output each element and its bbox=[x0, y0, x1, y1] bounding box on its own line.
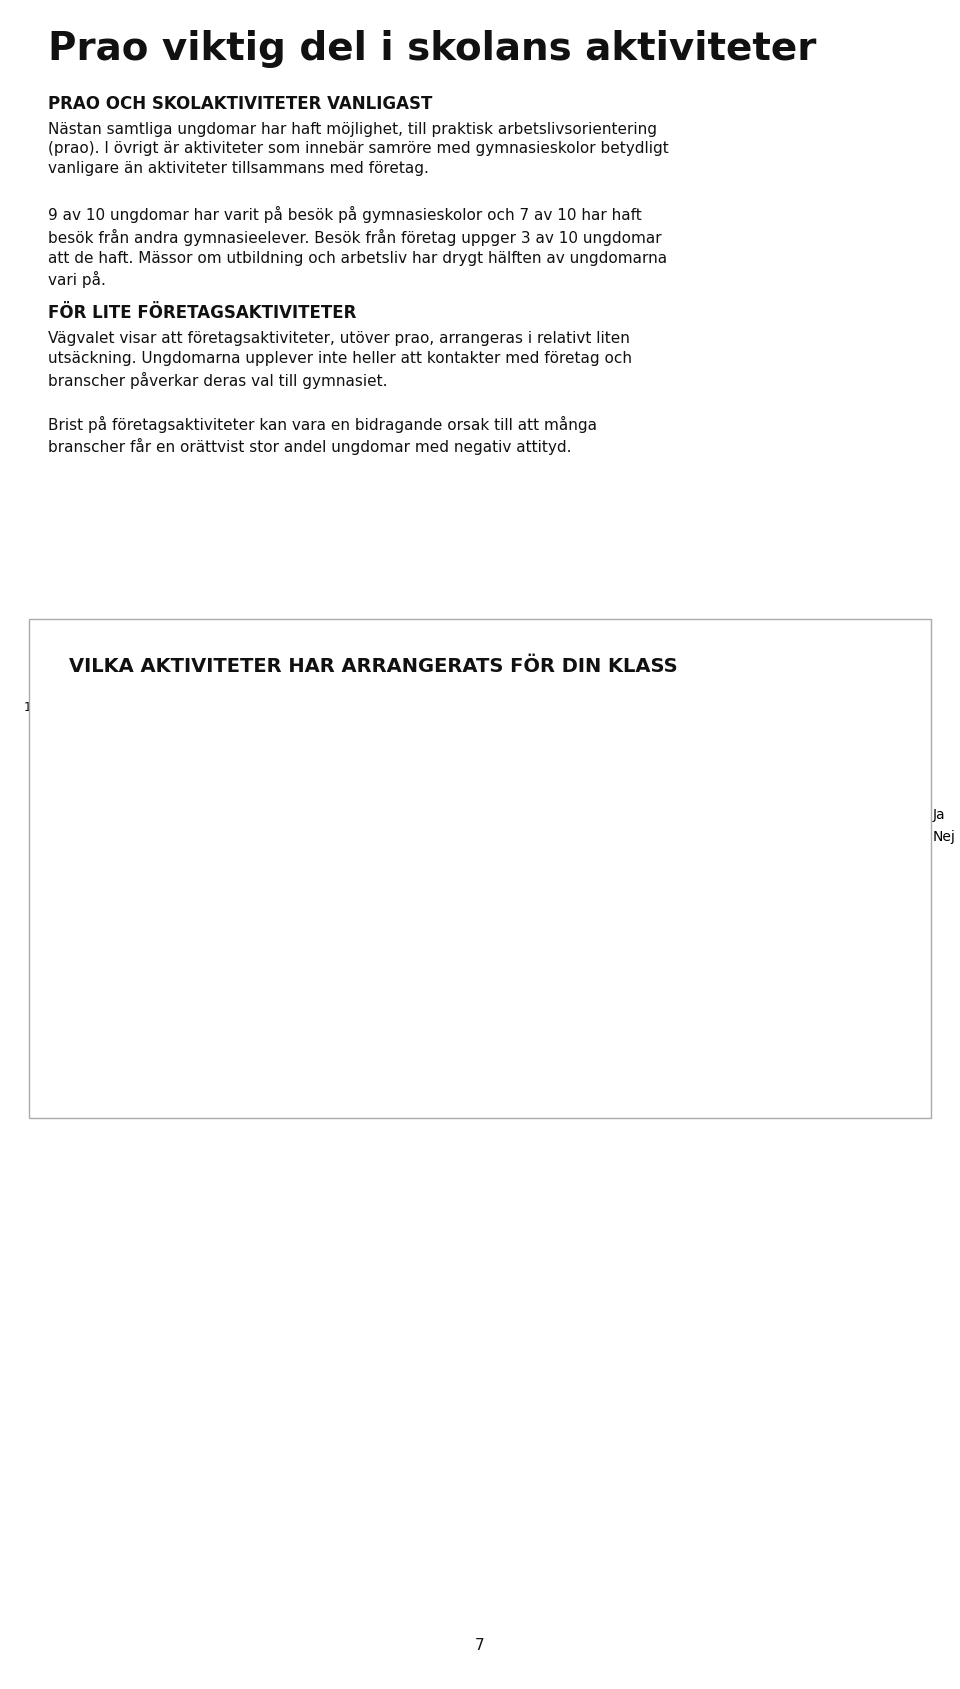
Bar bbox=[347, 809, 390, 1061]
Bar bbox=[220, 738, 264, 1061]
Bar bbox=[264, 1032, 308, 1061]
Bar bbox=[598, 905, 642, 1061]
Bar bbox=[516, 905, 560, 1061]
Bar bbox=[472, 865, 516, 1061]
Text: PRAO OCH SKOLAKTIVITETER VANLIGAST: PRAO OCH SKOLAKTIVITETER VANLIGAST bbox=[48, 95, 432, 113]
Bar bbox=[138, 1047, 182, 1061]
Text: Nästan samtliga ungdomar har haft möjlighet, till praktisk arbetslivsorientering: Nästan samtliga ungdomar har haft möjlig… bbox=[48, 122, 669, 176]
Text: 7: 7 bbox=[475, 1637, 485, 1652]
Bar bbox=[94, 723, 138, 1061]
Bar bbox=[768, 829, 812, 1061]
Text: Brist på företagsaktiviteter kan vara en bidragande orsak till att många
bransch: Brist på företagsaktiviteter kan vara en… bbox=[48, 415, 597, 454]
Bar bbox=[724, 941, 768, 1061]
Legend: Ja, Nej: Ja, Nej bbox=[899, 802, 960, 850]
Text: Vägvalet visar att företagsaktiviteter, utöver prao, arrangeras i relativt liten: Vägvalet visar att företagsaktiviteter, … bbox=[48, 331, 632, 388]
Text: VILKA AKTIVITETER HAR ARRANGERATS FÖR DIN KLASS: VILKA AKTIVITETER HAR ARRANGERATS FÖR DI… bbox=[69, 657, 678, 676]
Bar bbox=[390, 958, 434, 1061]
Text: FÖR LITE FÖRETAGSAKTIVITETER: FÖR LITE FÖRETAGSAKTIVITETER bbox=[48, 304, 356, 323]
Bar bbox=[642, 861, 686, 1061]
Text: Prao viktig del i skolans aktiviteter: Prao viktig del i skolans aktiviteter bbox=[48, 30, 816, 68]
Text: 9 av 10 ungdomar har varit på besök på gymnasieskolor och 7 av 10 har haft
besök: 9 av 10 ungdomar har varit på besök på g… bbox=[48, 206, 667, 289]
